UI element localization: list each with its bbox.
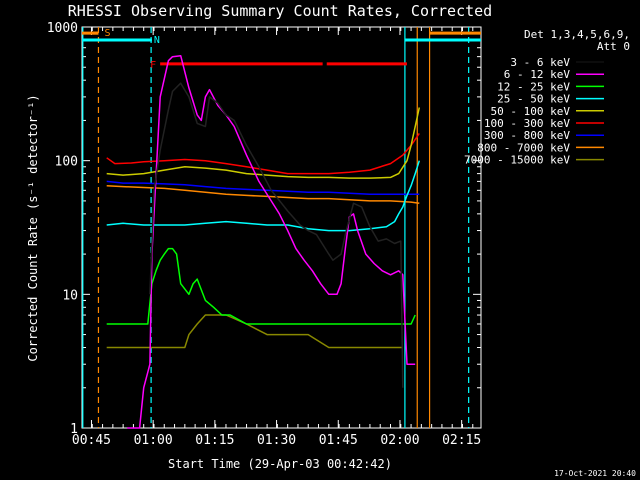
series-line-6 xyxy=(106,180,420,196)
series-line-4 xyxy=(106,107,421,179)
x-tick-label: 02:15 xyxy=(442,433,481,448)
legend-label: 25 - 50 keV xyxy=(497,93,570,106)
series-line-8 xyxy=(106,314,403,349)
series-line-5 xyxy=(106,132,420,175)
x-axis-label: Start Time (29-Apr-03 00:42:42) xyxy=(168,457,392,471)
x-tick-label: 01:15 xyxy=(195,433,234,448)
detector-info-line-1: Det 1,3,4,5,6,9, xyxy=(524,28,630,41)
flare-label: F xyxy=(150,60,156,71)
x-tick-label: 01:45 xyxy=(319,433,358,448)
y-tick-label: 100 xyxy=(55,155,78,170)
series-line-2 xyxy=(106,247,416,325)
y-tick-label: 1000 xyxy=(47,21,78,36)
y-axis-label: Corrected Count Rate (s⁻¹ detector⁻¹) xyxy=(26,94,40,361)
y-tick-label: 10 xyxy=(62,288,78,303)
series-line-3 xyxy=(106,160,421,232)
legend-label: 50 - 100 keV xyxy=(491,105,571,118)
legend-label: 6 - 12 keV xyxy=(504,68,571,81)
generation-timestamp: 17-Oct-2021 20:40 xyxy=(554,469,636,478)
legend-label: 12 - 25 keV xyxy=(497,80,570,93)
night-label: N xyxy=(154,35,160,46)
plot-area: 1 10 100 1000 00:45 01:00 01:15 01:30 01:45 02:00… xyxy=(47,21,482,448)
y-tick-label: 1 xyxy=(70,422,78,437)
legend-label: 7000 - 15000 keV xyxy=(464,154,570,167)
x-tick-label: 01:30 xyxy=(257,433,296,448)
chart-title: RHESSI Observing Summary Count Rates, Co… xyxy=(68,2,492,20)
plot-frame xyxy=(81,26,482,429)
legend-label: 300 - 800 keV xyxy=(484,129,570,142)
series-line-1 xyxy=(127,54,416,429)
legend-label: 800 - 7000 keV xyxy=(477,141,570,154)
legend-label: 3 - 6 keV xyxy=(510,56,570,69)
series-line-7 xyxy=(106,184,420,205)
series-line-0 xyxy=(149,82,404,388)
x-tick-label: 02:00 xyxy=(380,433,419,448)
legend-label: 100 - 300 keV xyxy=(484,117,570,130)
x-tick-label: 00:45 xyxy=(72,433,111,448)
x-tick-label: 01:00 xyxy=(134,433,173,448)
detector-info-line-2: Att 0 xyxy=(597,40,630,53)
saa-label: S xyxy=(104,28,110,39)
